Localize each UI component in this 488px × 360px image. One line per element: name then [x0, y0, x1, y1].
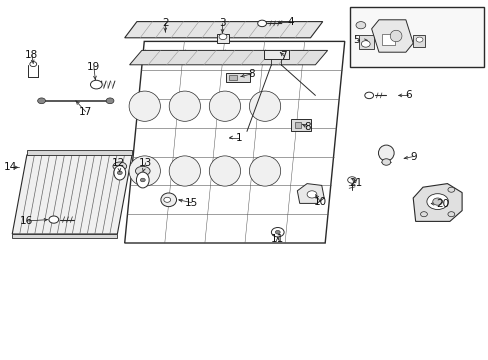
Text: 20: 20 [435, 199, 448, 210]
Text: 14: 14 [4, 162, 18, 172]
Circle shape [275, 230, 280, 234]
Circle shape [38, 98, 45, 104]
Bar [382, 34, 394, 45]
Text: 5: 5 [353, 35, 360, 45]
Text: 12: 12 [112, 158, 125, 168]
Circle shape [271, 228, 284, 237]
Polygon shape [297, 184, 324, 203]
Ellipse shape [389, 30, 401, 42]
Ellipse shape [169, 91, 200, 121]
Circle shape [447, 212, 454, 217]
Polygon shape [12, 155, 132, 234]
Text: 18: 18 [25, 50, 39, 60]
Text: 13: 13 [139, 158, 152, 168]
Bar [294, 122, 300, 128]
Bar [359, 35, 373, 49]
Polygon shape [124, 41, 344, 243]
Ellipse shape [135, 166, 150, 176]
Circle shape [306, 191, 316, 198]
Text: 16: 16 [20, 216, 33, 226]
Circle shape [140, 178, 145, 182]
Text: 10: 10 [313, 197, 326, 207]
Bar [229, 75, 236, 80]
Bar [290, 119, 310, 131]
Circle shape [447, 187, 454, 192]
Text: 7: 7 [280, 51, 286, 61]
Ellipse shape [209, 91, 240, 121]
Text: 3: 3 [219, 18, 225, 28]
Circle shape [426, 194, 447, 210]
Polygon shape [371, 20, 412, 52]
Circle shape [257, 20, 266, 27]
Circle shape [355, 22, 365, 29]
Circle shape [420, 212, 427, 217]
Circle shape [415, 37, 422, 42]
Bar [264, 50, 288, 59]
Circle shape [219, 34, 226, 40]
Circle shape [364, 92, 373, 99]
Ellipse shape [161, 193, 176, 207]
Circle shape [90, 80, 102, 89]
Circle shape [117, 171, 122, 175]
Text: 6: 6 [404, 90, 411, 100]
Text: 17: 17 [79, 107, 92, 117]
Circle shape [381, 159, 390, 165]
Ellipse shape [113, 162, 126, 171]
Ellipse shape [378, 145, 393, 161]
Circle shape [30, 62, 37, 67]
Text: 21: 21 [348, 178, 362, 188]
Polygon shape [12, 234, 117, 238]
Ellipse shape [136, 172, 149, 188]
Polygon shape [27, 150, 132, 155]
Ellipse shape [169, 156, 200, 186]
Circle shape [361, 41, 369, 47]
Polygon shape [129, 50, 327, 65]
Polygon shape [412, 184, 461, 221]
Circle shape [163, 197, 170, 202]
Text: 9: 9 [409, 152, 416, 162]
Text: 1: 1 [235, 132, 242, 143]
Ellipse shape [129, 156, 160, 186]
Bar [225, 73, 250, 82]
Polygon shape [124, 22, 322, 38]
Bar [412, 35, 425, 47]
Text: 8: 8 [248, 69, 255, 79]
Ellipse shape [209, 156, 240, 186]
Text: 15: 15 [184, 198, 198, 208]
Circle shape [106, 98, 114, 104]
Text: 19: 19 [87, 62, 101, 72]
Text: 4: 4 [287, 17, 294, 27]
Ellipse shape [249, 156, 280, 186]
Circle shape [347, 177, 356, 183]
Ellipse shape [249, 91, 280, 121]
Ellipse shape [114, 166, 125, 180]
FancyBboxPatch shape [349, 7, 483, 67]
Polygon shape [217, 34, 228, 43]
Text: 11: 11 [270, 234, 284, 244]
Text: 8: 8 [303, 122, 310, 132]
Circle shape [49, 216, 59, 223]
Ellipse shape [129, 91, 160, 121]
Text: 2: 2 [162, 18, 168, 28]
Circle shape [432, 198, 442, 205]
